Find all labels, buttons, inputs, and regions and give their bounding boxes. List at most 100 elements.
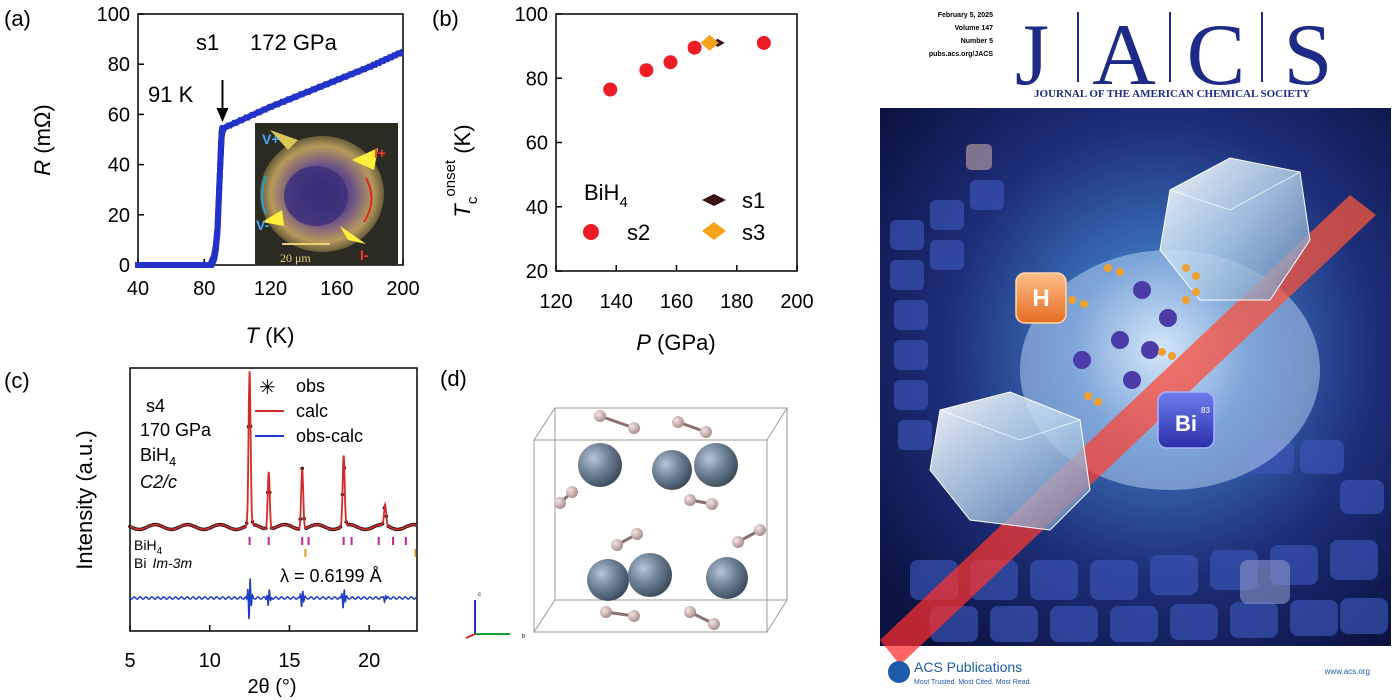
panel-a-ylabel: R (mΩ) — [30, 104, 55, 175]
data-point — [216, 181, 223, 188]
x-tick-label: 180 — [720, 291, 753, 313]
data-point — [243, 114, 250, 121]
periodic-keyboard — [890, 180, 1388, 642]
y-tick-label: 100 — [515, 4, 548, 26]
legend-label-obs-calc: obs-calc — [296, 426, 363, 446]
data-point — [383, 56, 390, 63]
data-point — [215, 201, 222, 208]
data-point — [273, 101, 280, 108]
x-tick-label: 10 — [199, 650, 221, 672]
panel-a-tc-arrow — [216, 80, 229, 122]
data-point — [216, 177, 223, 184]
panel-c-label: (c) — [4, 368, 30, 393]
x-tick-label: 200 — [386, 278, 419, 300]
data-point — [261, 106, 268, 113]
data-point — [348, 71, 355, 78]
panel-b-xlabel: P (GPa) — [636, 330, 715, 355]
x-tick-label: 5 — [124, 650, 135, 672]
cover-footer: ACS Publications Most Trusted. Most Cite… — [888, 659, 1370, 686]
x-tick-label: 140 — [600, 291, 633, 313]
logo-letter-s: S — [1284, 7, 1333, 104]
panel-a-ticks: 40 80 120 160 200 0 20 40 60 80 100 — [97, 4, 420, 300]
inset-electrode-i-minus — [340, 226, 366, 244]
panel-a: (a) 40 80 120 160 200 0 20 40 60 80 100 — [4, 4, 420, 348]
data-point — [159, 262, 166, 268]
x-tick-label: 120 — [539, 291, 572, 313]
data-point — [391, 52, 398, 59]
inset-scale-label: 20 μm — [280, 251, 311, 265]
cover-url: pubs.acs.org/JACS — [929, 51, 994, 58]
panel-a-pressure: 172 GPa — [250, 30, 338, 55]
y-tick-label: 20 — [108, 205, 130, 227]
bi-atom — [578, 443, 622, 487]
legend-marker-obs: ✳ — [259, 377, 276, 399]
legend-title: BiH4 — [584, 180, 628, 211]
publisher-name: ACS Publications — [914, 659, 1022, 675]
panel-c-ticks: 5 10 15 20 — [124, 625, 380, 672]
data-point — [217, 163, 224, 170]
panel-c-ylabel: Intensity (a.u.) — [72, 430, 97, 569]
bi-atom — [652, 450, 692, 490]
data-point — [342, 73, 349, 80]
data-point — [139, 262, 146, 268]
legend-label-obs: obs — [296, 376, 325, 396]
calc-line — [129, 371, 417, 531]
panel-c-pressure: 170 GPa — [140, 420, 212, 440]
data-point — [232, 119, 239, 126]
logo-letter-j: J — [1015, 7, 1049, 104]
panel-a-xlabel: T (K) — [246, 323, 295, 348]
data-point — [366, 63, 373, 70]
y-tick-label: 40 — [108, 155, 130, 177]
panel-b: (b) 120 140 160 180 200 20 40 60 80 100 Tconset (… — [432, 4, 814, 355]
data-point — [215, 196, 222, 203]
data-point — [354, 68, 361, 75]
inset-label-i-minus: I- — [360, 247, 369, 263]
panel-c-sample: s4 — [146, 396, 165, 416]
data-point — [375, 59, 382, 66]
data-point — [216, 167, 223, 174]
point-s2 — [639, 63, 654, 78]
bi-atom — [694, 443, 738, 487]
data-point — [267, 103, 274, 110]
laser-beam — [880, 195, 1376, 665]
panel-a-label: (a) — [4, 6, 31, 31]
panel-d: (d) — [440, 366, 788, 640]
panel-c-frame — [129, 367, 418, 632]
axis-label-b: b — [522, 634, 526, 640]
legend-marker-s1 — [702, 194, 726, 206]
panel-d-label: (d) — [440, 366, 467, 391]
tile-h-symbol: H — [1032, 285, 1049, 312]
data-point — [143, 262, 150, 268]
data-point — [237, 117, 244, 124]
data-point — [151, 262, 158, 268]
panel-b-label: (b) — [432, 6, 459, 31]
data-point — [217, 158, 224, 165]
arrow-head — [216, 108, 229, 122]
panel-c-xlabel: 2θ (°) — [247, 676, 296, 698]
cover-artwork: H Bi 83 — [880, 108, 1391, 665]
panel-c: (c) 5 10 15 20 s4 170 GPa BiH4 C2/c ✳ obs c… — [4, 367, 418, 698]
data-point — [214, 221, 221, 228]
data-point — [216, 186, 223, 193]
panel-c-wavelength: λ = 0.6199 Å — [280, 566, 382, 586]
acs-logo-icon — [888, 661, 910, 683]
data-point — [317, 83, 324, 90]
point-s2 — [663, 55, 678, 70]
data-point — [255, 109, 262, 116]
inset-label-v-minus: V- — [256, 217, 270, 233]
data-point — [155, 262, 162, 268]
inset-current-arc — [363, 177, 373, 223]
panel-c-series — [128, 371, 418, 620]
cover-volume: Volume 147 — [955, 25, 993, 32]
point-s3 — [700, 34, 719, 51]
data-point — [304, 88, 311, 95]
data-point — [279, 98, 286, 105]
molecules — [1068, 264, 1200, 406]
data-point — [217, 153, 224, 160]
data-point — [220, 125, 227, 132]
h2-molecules — [554, 410, 766, 630]
tile-bi-number: 83 — [1201, 406, 1210, 415]
figure-panels: (a) 40 80 120 160 200 0 20 40 60 80 100 — [4, 4, 814, 698]
tile-small — [966, 144, 992, 170]
inset-sample — [284, 166, 348, 226]
